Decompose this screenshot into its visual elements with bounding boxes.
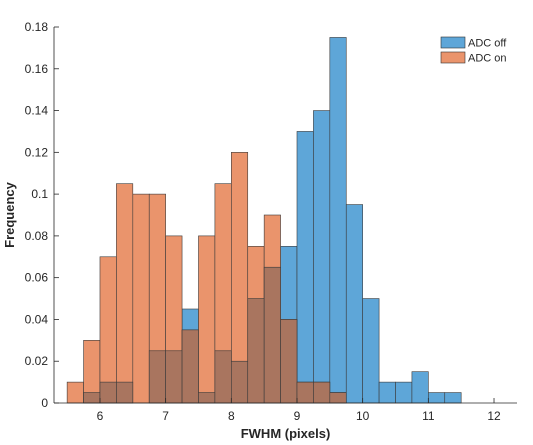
bar-adc-on xyxy=(99,256,117,404)
bar-overlap xyxy=(263,266,281,404)
bar-overlap xyxy=(214,350,232,404)
x-tick-label: 12 xyxy=(487,409,501,423)
y-tick-label: 0.08 xyxy=(25,229,49,243)
bar-overlap xyxy=(83,392,101,404)
bar-adc-on xyxy=(66,381,84,404)
bar-adc-off xyxy=(378,381,396,404)
x-tick-label: 11 xyxy=(422,409,435,423)
bar-overlap xyxy=(198,392,216,404)
bar-adc-on xyxy=(116,183,134,404)
y-tick-label: 0.12 xyxy=(25,145,49,159)
bar-adc-off xyxy=(296,131,314,404)
y-tick-label: 0.04 xyxy=(25,312,49,326)
legend-label-adc-off: ADC off xyxy=(468,38,507,50)
bar-adc-off xyxy=(313,110,331,404)
y-tick-label: 0 xyxy=(41,396,48,410)
y-tick-label: 0.14 xyxy=(25,104,49,118)
legend: ADC off ADC on xyxy=(436,32,512,66)
bar-overlap xyxy=(280,319,298,404)
legend-label-adc-on: ADC on xyxy=(468,53,507,65)
x-tick-label: 6 xyxy=(97,409,104,423)
bar-adc-off xyxy=(428,392,446,404)
bar-overlap xyxy=(116,381,134,404)
overlap-bars xyxy=(83,266,347,404)
x-tick-label: 9 xyxy=(294,409,301,423)
bar-overlap xyxy=(247,298,265,404)
y-tick-label: 0.18 xyxy=(25,20,49,34)
x-tick-label: 10 xyxy=(356,409,370,423)
bar-adc-off xyxy=(329,37,347,404)
bar-overlap xyxy=(165,350,183,404)
bar-adc-off xyxy=(395,381,413,404)
bar-adc-off xyxy=(411,371,429,404)
bar-adc-off xyxy=(362,298,380,404)
x-axis-label: FWHM (pixels) xyxy=(241,426,331,441)
bar-overlap xyxy=(313,381,331,404)
bar-adc-off xyxy=(444,392,462,404)
y-tick-label: 0.16 xyxy=(25,62,49,76)
x-tick-label: 7 xyxy=(162,409,169,423)
legend-swatch-adc-off xyxy=(440,36,466,49)
axes xyxy=(53,27,517,404)
tick-labels: 0 0.02 0.04 0.06 0.08 0.1 0.12 0.14 0.16 0.18 6 7 8 9… xyxy=(25,20,501,423)
bar-adc-on xyxy=(132,193,150,404)
bar-adc-off xyxy=(345,204,363,404)
bar-overlap xyxy=(296,381,314,404)
bar-overlap xyxy=(181,329,199,404)
y-tick-label: 0.1 xyxy=(31,187,48,201)
y-tick-label: 0.02 xyxy=(25,354,49,368)
bar-overlap xyxy=(148,350,166,404)
x-tick-label: 8 xyxy=(228,409,235,423)
y-tick-label: 0.06 xyxy=(25,271,49,285)
legend-swatch-adc-on xyxy=(440,51,466,64)
bar-overlap xyxy=(329,392,347,404)
y-axis-label: Frequency xyxy=(2,181,17,248)
bar-overlap xyxy=(231,360,249,404)
bar-adc-on xyxy=(198,235,216,404)
bar-overlap xyxy=(99,381,117,404)
